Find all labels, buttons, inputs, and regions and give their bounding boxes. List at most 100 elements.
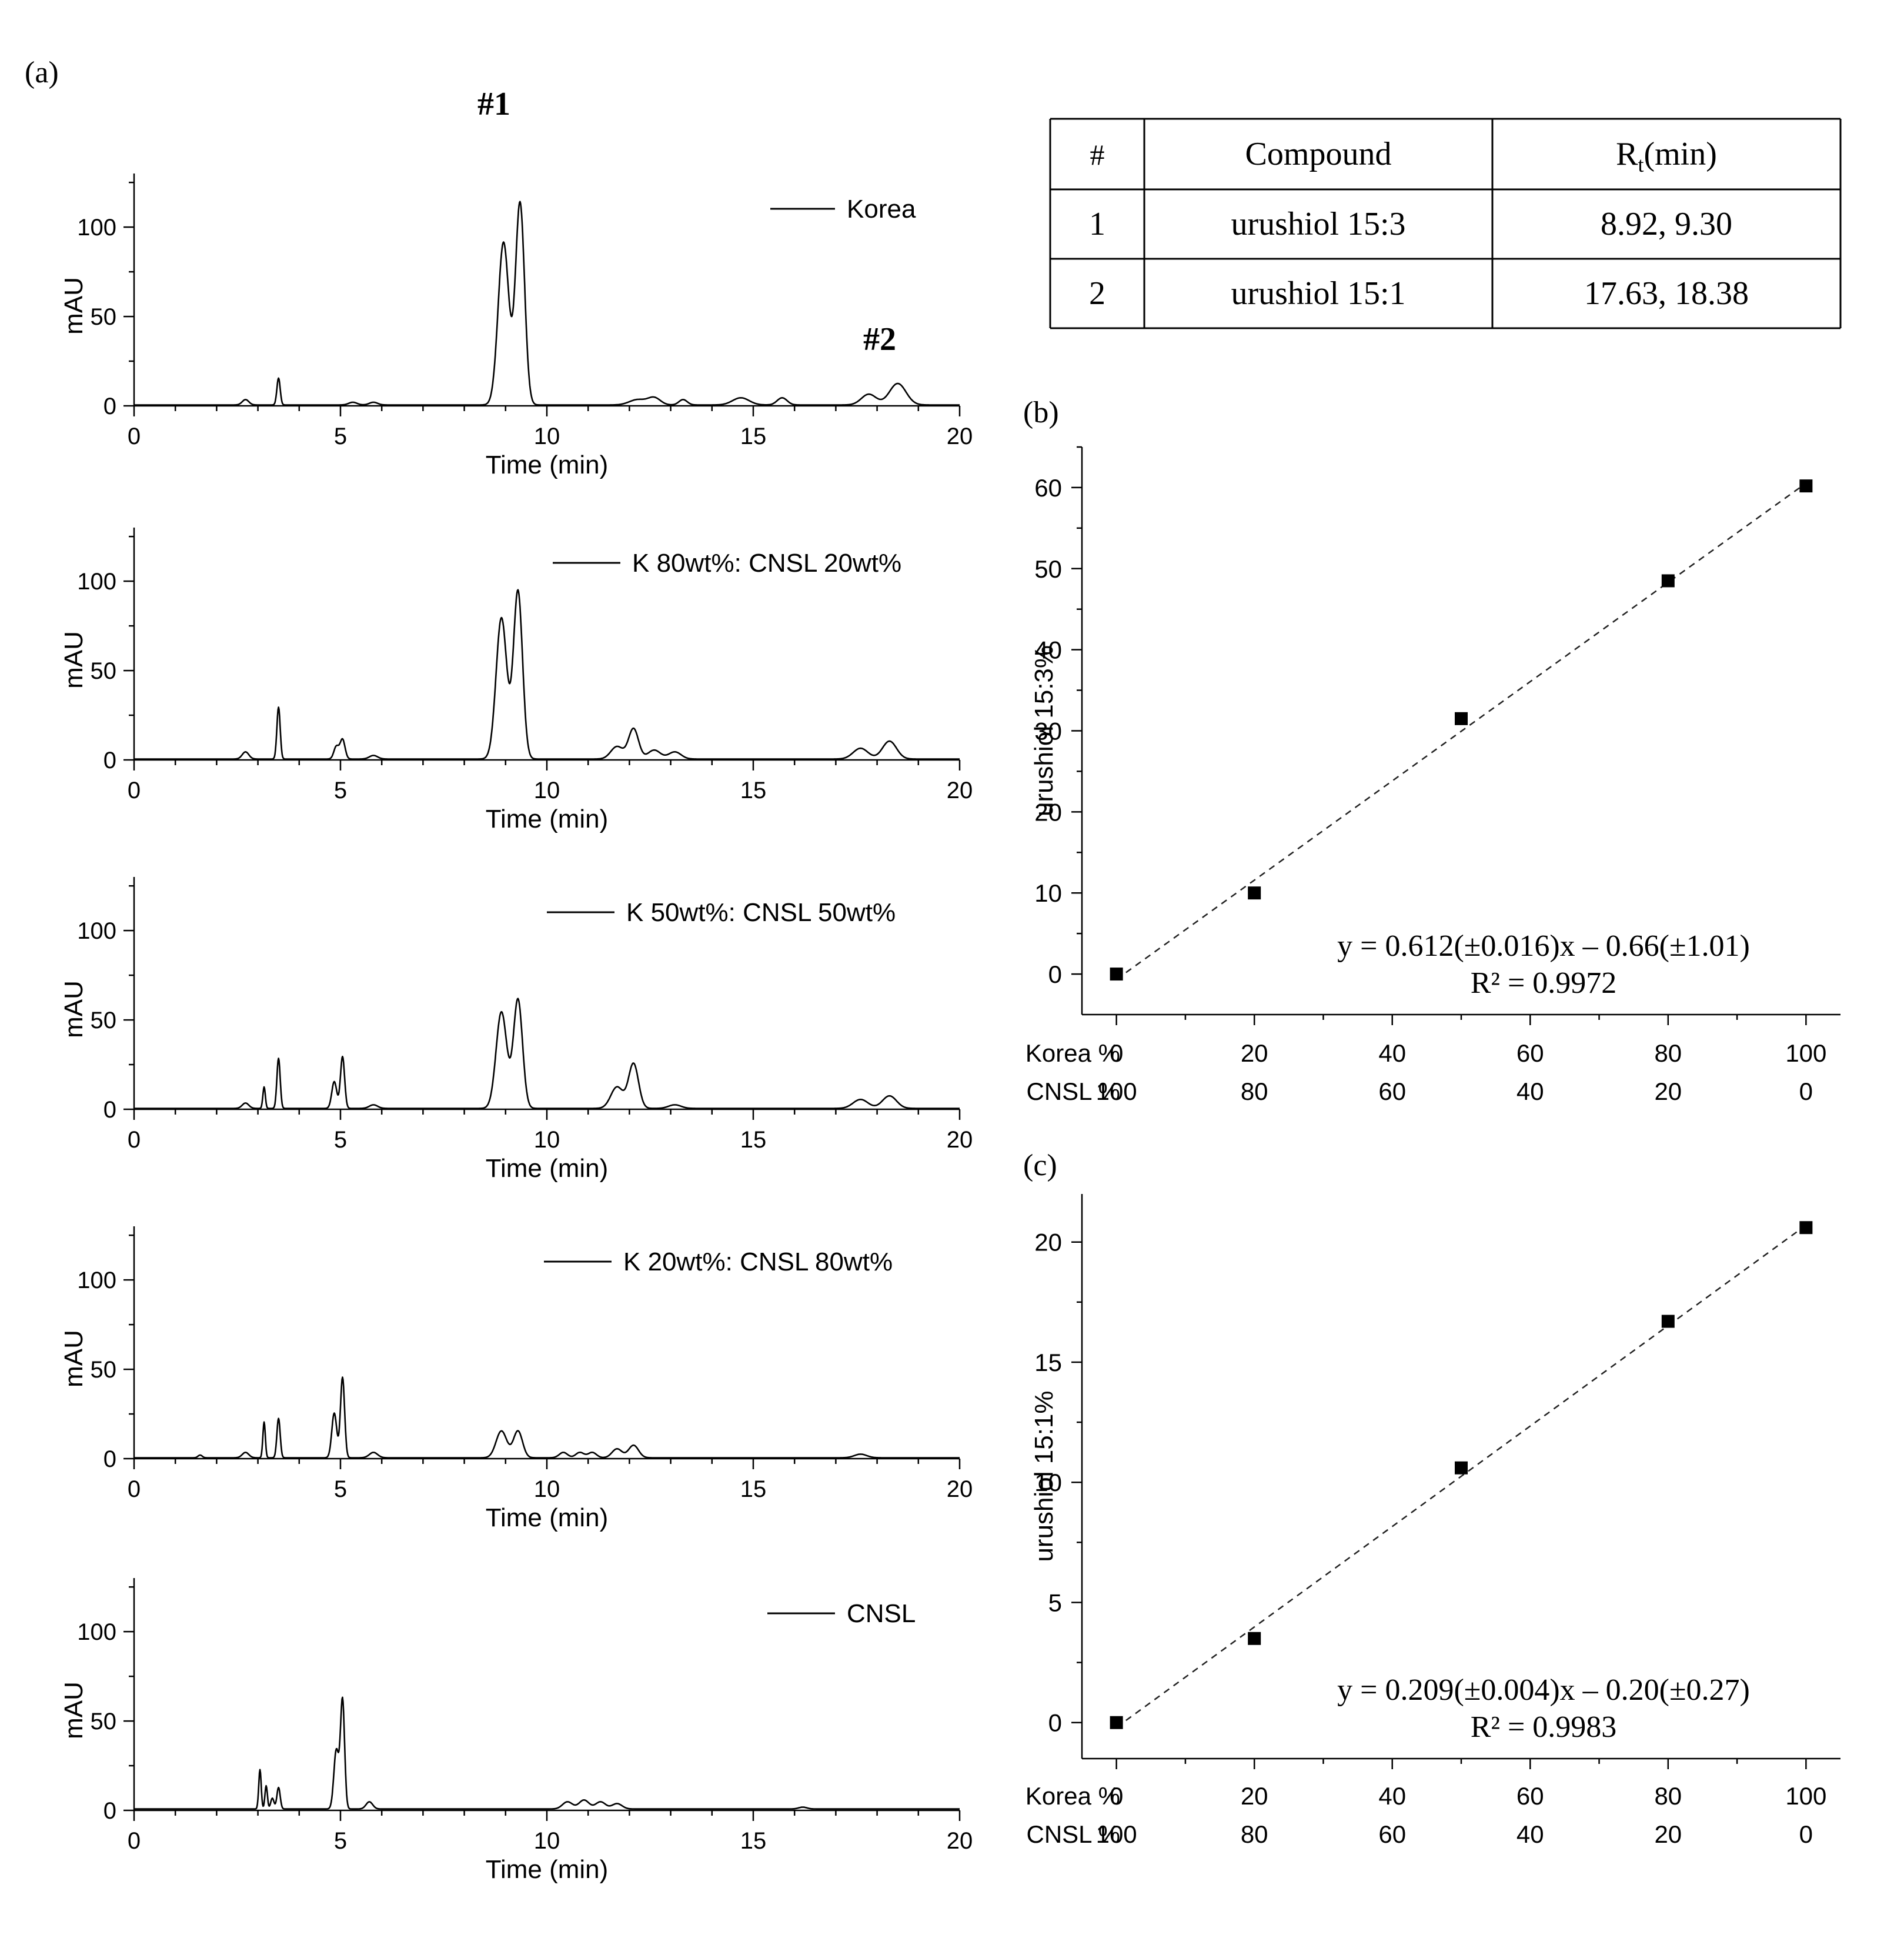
y-tick-label: 100 [77,215,116,241]
y-tick-label: 0 [103,393,116,419]
data-point [1661,1315,1675,1328]
data-point [1455,712,1468,725]
x-tick-label-korea: 80 [1654,1782,1682,1810]
y-tick-label: 60 [1034,474,1062,502]
data-point [1455,1461,1468,1475]
fit-r-squared: R² = 0.9983 [1471,1710,1617,1744]
chromatogram-2: 0 5 10 15 20 0 50 100 Time (min) mAU K 80wt%: CNSL… [59,528,973,833]
x-axis-label: Time (min) [486,1855,609,1884]
panel-label-b: (b) [1023,396,1059,429]
table-row-2-rt: 17.63, 18.38 [1584,275,1749,312]
x-tick-label-cnsl: 0 [1799,1078,1813,1105]
x-tick-label: 5 [334,778,347,803]
chromatogram-3: 0 5 10 15 20 0 50 100 Time (min) mAU K 50wt%: CNSL… [59,877,973,1183]
y-axis-label: mAU [59,277,88,335]
y-tick-label: 0 [103,1446,116,1472]
data-point [1110,1716,1123,1729]
peak-label-1: #1 [477,86,510,122]
y-tick-label: 10 [1034,1469,1062,1496]
x-tick-label-cnsl: 60 [1378,1820,1406,1848]
peak-label-2: #2 [863,321,896,358]
y-tick-label: 50 [91,1008,117,1033]
x-tick-label: 20 [947,1828,973,1854]
table-row-2-num: 2 [1089,275,1105,312]
x-axis-label: Time (min) [486,1503,609,1532]
compound-table: # Compound Rt(min) 1 urushiol 15:3 8.92,… [1049,118,1842,329]
legend-label: K 80wt%: CNSL 20wt% [632,549,901,578]
x-tick-label: 20 [947,1127,973,1153]
table-row-2-compound: urushiol 15:1 [1231,275,1405,312]
data-point [1799,479,1813,493]
x-tick-label: 5 [334,1127,347,1153]
y-tick-label: 40 [1034,636,1062,664]
x-tick-label: 5 [334,423,347,449]
x-tick-label: 10 [534,1828,560,1854]
x-tick-label: 15 [740,1476,767,1502]
x-tick-label: 20 [947,1476,973,1502]
y-axis-label: urushiol 15:1% [1030,1390,1058,1562]
y-tick-label: 50 [91,1357,117,1383]
x-tick-label-cnsl: 40 [1516,1078,1544,1105]
x-axis-label: Time (min) [486,451,609,479]
chromatogram-trace [133,589,960,760]
x-tick-label-korea: 20 [1241,1039,1268,1067]
x-tick-label: 0 [128,423,141,449]
y-tick-label: 20 [1034,798,1062,826]
table-row-1-rt: 8.92, 9.30 [1601,206,1732,242]
x-tick-label-korea: 60 [1516,1039,1544,1067]
x-tick-label-korea: 0 [1110,1039,1123,1067]
table-header-compound: Compound [1245,136,1392,172]
x-tick-label-cnsl: 40 [1516,1820,1544,1848]
x-tick-label-korea: 60 [1516,1782,1544,1810]
y-tick-label: 100 [77,1619,116,1645]
table-row-1-num: 1 [1089,206,1105,242]
x-tick-label-korea: 80 [1654,1039,1682,1067]
y-axis-label: urushiol 15:3% [1030,645,1058,816]
fit-equation: y = 0.209(±0.004)x – 0.20(±0.27) [1337,1673,1750,1707]
y-tick-label: 100 [77,918,116,944]
y-tick-label: 100 [77,569,116,595]
x-tick-label-cnsl: 60 [1378,1078,1406,1105]
y-tick-label: 0 [1048,960,1062,988]
y-tick-label: 10 [1034,879,1062,907]
x-tick-label-cnsl: 80 [1241,1078,1268,1105]
y-tick-label: 50 [91,658,117,684]
y-axis-label: mAU [59,1330,88,1387]
x-tick-label: 15 [740,1828,767,1854]
y-tick-label: 20 [1034,1229,1062,1256]
chromatogram-trace [133,201,960,406]
y-tick-label: 0 [103,1097,116,1123]
chromatogram-trace [133,998,960,1109]
x-tick-label-cnsl: 0 [1799,1820,1813,1848]
fit-line [1115,1225,1807,1728]
legend-label: CNSL [847,1599,916,1628]
x-tick-label: 15 [740,423,767,449]
x-tick-label-cnsl: 20 [1654,1820,1682,1848]
y-tick-label: 50 [1034,555,1062,583]
x-tick-label-korea: 40 [1378,1039,1406,1067]
calibration-plot-1: 0102030405060010020804060604080201000Kor… [1026,446,1840,1105]
x-tick-label-korea: 20 [1241,1782,1268,1810]
data-point [1799,1221,1813,1235]
x-tick-label-korea: 40 [1378,1782,1406,1810]
x-tick-label-cnsl: 100 [1096,1820,1137,1848]
x-tick-label: 10 [534,1476,560,1502]
table-header-num: # [1090,138,1105,171]
x-tick-label: 5 [334,1476,347,1502]
x-axis-label-korea: Korea % [1026,1782,1120,1810]
y-axis-label: mAU [59,980,88,1038]
fit-r-squared: R² = 0.9972 [1471,966,1617,1000]
table-row-1-compound: urushiol 15:3 [1231,206,1405,242]
x-tick-label: 20 [947,423,973,449]
y-tick-label: 5 [1048,1589,1062,1616]
y-tick-label: 0 [1048,1709,1062,1737]
x-tick-label: 5 [334,1828,347,1854]
x-axis-label: Time (min) [486,1154,609,1183]
data-point [1661,574,1675,588]
y-tick-label: 30 [1034,718,1062,745]
y-axis-label: mAU [59,631,88,689]
data-point [1110,968,1123,981]
legend-label: Korea [847,195,916,224]
